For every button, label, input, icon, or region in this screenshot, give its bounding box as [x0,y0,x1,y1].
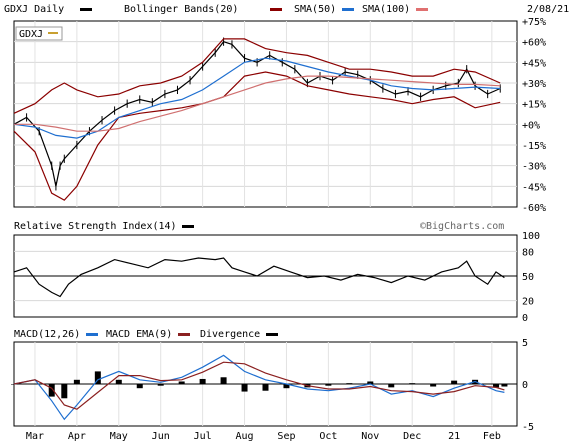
signal-line [13,361,505,410]
rsi-y-tick-label: 80 [522,247,534,258]
rsi-title: Relative Strength Index(14) [14,221,177,232]
price-legend-swatch [80,8,92,11]
macd-ema-legend-swatch [178,333,190,336]
divergence-bar [346,383,353,384]
price-y-tick-label: +0% [522,120,540,131]
x-tick-label: Dec [403,431,421,442]
macd-ema-label: MACD EMA(9) [106,329,172,340]
x-tick-label: Nov [361,431,379,442]
x-tick-label: Oct [319,431,337,442]
symbol-tag-text: GDXJ [19,29,43,40]
x-axis-tick-labels: Mar Apr May Jun Jul Aug Sep Oct Nov Dec 21 Feb [26,431,501,442]
sma50-legend-swatch [342,8,354,11]
price-y-tick-label: +15% [522,100,546,111]
macd-legend-swatch [86,333,98,336]
divergence-bar [115,379,122,384]
rsi-panel: Relative Strength Index(14) ©BigCharts.c… [13,221,540,324]
macd-y-tick-labels: 5 0 -5 [522,338,534,433]
bb_lower-line [13,71,501,201]
divergence-bar [178,381,185,384]
bollinger-legend-swatch [270,8,282,11]
rsi-line [13,257,505,298]
divergence-bar [388,384,395,388]
divergence-bar [73,379,80,384]
price-y-tick-label: +75% [522,17,546,28]
symbol-label: GDXJ Daily [4,4,64,15]
price-y-tick-labels: +75% +60% +45% +30% +15% +0% -15% -30% -45% -60% [522,17,546,214]
x-tick-label: Sep [277,431,295,442]
macd-y-tick-label: 0 [522,380,528,391]
macd-line [13,354,505,421]
x-tick-label: May [110,431,128,442]
divergence-bar [325,384,332,386]
price-plot-frame [13,20,518,208]
divergence-bar [451,380,458,384]
divergence-bar [493,384,500,388]
x-tick-label: Aug [236,431,254,442]
divergence-bar [409,383,416,384]
rsi-y-tick-label: 20 [522,297,534,308]
divergence-bar [157,384,164,386]
divergence-bar [283,384,290,389]
macd-panel: MACD(12,26) MACD EMA(9) Divergence 5 0 -5 [11,329,534,433]
symbol-tag-swatch [48,32,58,34]
watermark: ©BigCharts.com [420,221,504,232]
macd-label: MACD(12,26) [14,329,80,340]
divergence-bar [136,384,143,389]
chart-date-label: 2/08/21 [527,4,569,15]
divergence-bar [31,384,38,385]
divergence-bar [61,384,68,399]
divergence-bar [94,371,101,384]
divergence-bar [241,384,248,392]
x-tick-label: 21 [448,431,460,442]
price-series-group [13,37,501,201]
price-y-tick-label: +30% [522,79,546,90]
price-y-tick-label: -60% [522,203,546,214]
rsi-y-tick-label: 100 [522,231,540,242]
divergence-bar [262,384,269,391]
sma50-label: SMA(50) [294,4,336,15]
rsi-y-tick-label: 50 [522,272,534,283]
divergence-bar [11,384,17,385]
symbol-tag-box [15,26,63,41]
price-y-tick-label: -30% [522,162,546,173]
rsi-series-group [13,257,505,298]
divergence-bar [367,381,374,384]
price-y-tick-label: -15% [522,141,546,152]
price-gridlines [14,21,517,207]
rsi-legend-swatch [182,225,194,228]
divergence-bar [48,384,55,397]
x-tick-label: Apr [68,431,86,442]
sma100-legend-swatch [416,8,428,11]
macd-series-group [11,354,508,421]
x-tick-label: Jul [194,431,212,442]
x-tick-label: Jun [152,431,170,442]
macd-y-tick-label: -5 [522,422,534,433]
divergence-legend-swatch [266,333,278,336]
price-y-tick-label: +60% [522,38,546,49]
macd-y-tick-label: 5 [522,338,528,349]
rsi-y-tick-label: 0 [522,313,528,324]
bollinger-label: Bollinger Bands(20) [124,4,238,15]
divergence-bar [501,384,508,387]
divergence-bar [220,377,227,384]
sma100-line [14,75,501,132]
divergence-bar [199,378,206,384]
rsi-y-tick-labels: 100 80 50 20 0 [522,231,540,324]
price-y-tick-label: -45% [522,182,546,193]
sma100-label: SMA(100) [362,4,410,15]
divergence-label: Divergence [200,329,260,340]
x-tick-label: Mar [26,431,44,442]
sma50-line [13,57,501,139]
divergence-bar [430,384,437,387]
price-panel: +75%+60%+45%+30%+15%+0%-15%-30%-45%-60% … [4,4,569,214]
x-tick-label: Feb [483,431,501,442]
price-y-tick-label: +45% [522,58,546,69]
bb_upper-line [13,38,501,114]
